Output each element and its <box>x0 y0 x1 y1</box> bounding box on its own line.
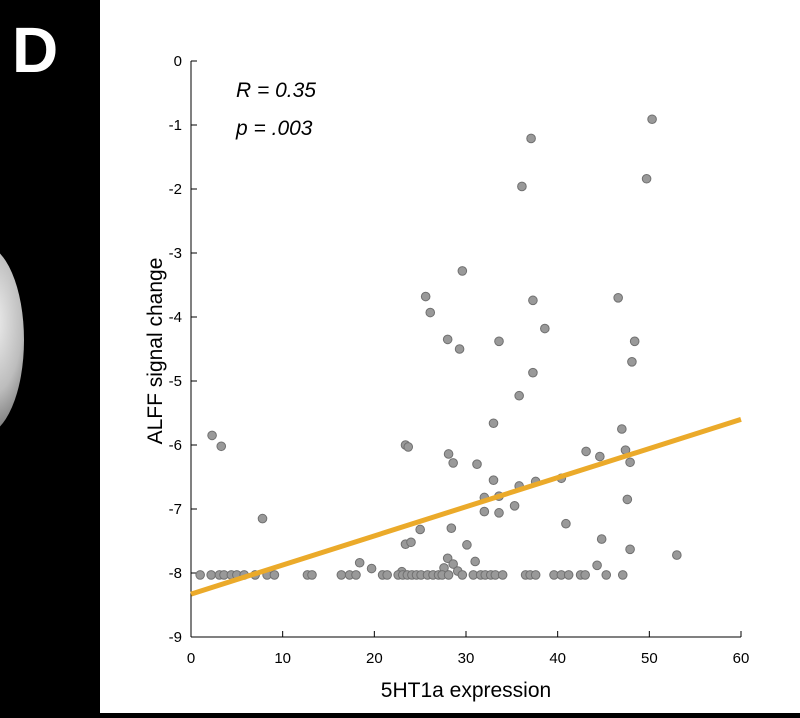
data-point <box>479 506 490 517</box>
data-point <box>622 494 633 505</box>
data-point <box>497 570 508 580</box>
data-point <box>457 266 468 276</box>
data-point <box>488 418 499 429</box>
x-tick-label: 40 <box>549 650 566 667</box>
data-point <box>561 518 571 529</box>
data-point <box>354 557 365 568</box>
x-tick-label: 60 <box>733 650 750 667</box>
y-tick-label: -3 <box>169 245 182 262</box>
data-point <box>540 323 550 334</box>
data-point <box>454 344 465 354</box>
data-point <box>336 570 347 580</box>
x-tick-label: 30 <box>458 650 475 667</box>
data-point <box>613 293 623 303</box>
data-point <box>514 390 524 401</box>
y-axis-label: ALFF signal change <box>144 258 167 445</box>
data-point <box>488 475 499 486</box>
x-axis-label: 5HT1a expression <box>381 679 551 702</box>
annotation-p: p = .003 <box>235 117 313 140</box>
data-point <box>446 523 457 534</box>
regression-line <box>190 417 742 597</box>
y-tick-label: -5 <box>169 373 182 390</box>
data-point <box>195 570 205 580</box>
data-point <box>406 537 416 548</box>
scatter-chart: 0 -1 -2 -3 -4 -5 -6 -7 -8 -9 0 10 20 30 40 50 60 R = 0.… <box>144 53 750 702</box>
data-point <box>627 357 637 367</box>
x-tick-label: 0 <box>187 650 195 667</box>
panel-label: D <box>12 14 59 86</box>
data-point <box>528 367 538 378</box>
data-point <box>216 441 227 452</box>
data-point <box>528 295 538 306</box>
data-point <box>382 570 392 580</box>
y-tick-label: -9 <box>169 629 182 646</box>
data-point <box>617 424 627 434</box>
y-tick-label: 0 <box>174 53 182 70</box>
x-ticks: 0 10 20 30 40 50 60 <box>187 631 750 667</box>
data-point <box>307 570 317 580</box>
data-point <box>672 550 682 560</box>
data-point <box>351 570 361 580</box>
data-point <box>403 442 414 452</box>
y-tick-label: -2 <box>169 181 182 198</box>
annotation-r: R = 0.35 <box>236 79 316 102</box>
y-ticks: 0 -1 -2 -3 -4 -5 -6 -7 -8 -9 <box>169 53 197 646</box>
data-points <box>195 114 682 580</box>
data-point <box>257 513 268 524</box>
data-point <box>448 458 458 468</box>
data-point <box>415 524 425 535</box>
brain-image-fragment <box>0 245 24 435</box>
data-point <box>509 501 520 511</box>
data-point <box>563 570 574 580</box>
y-tick-label: -6 <box>169 437 182 454</box>
data-point <box>596 534 607 544</box>
data-point <box>442 553 453 564</box>
data-point <box>207 430 217 441</box>
data-point <box>581 446 591 457</box>
data-point <box>625 457 635 468</box>
data-point <box>457 570 468 580</box>
left-panel: D <box>0 0 100 713</box>
data-point <box>443 449 454 459</box>
x-tick-label: 10 <box>274 650 291 667</box>
data-point <box>269 570 280 580</box>
data-point <box>494 336 504 347</box>
plot-panel: 0 -1 -2 -3 -4 -5 -6 -7 -8 -9 0 10 20 30 40 50 60 R = 0.… <box>100 0 800 713</box>
axes <box>190 61 741 638</box>
data-point <box>647 114 657 125</box>
data-point <box>462 540 472 550</box>
data-point <box>443 570 454 580</box>
y-tick-label: -8 <box>169 565 182 582</box>
data-point <box>601 570 612 580</box>
data-point <box>530 570 541 580</box>
data-point <box>526 133 536 144</box>
data-point <box>580 570 590 580</box>
x-tick-label: 50 <box>641 650 658 667</box>
data-point <box>595 451 605 462</box>
data-point <box>442 334 453 345</box>
x-tick-label: 20 <box>366 650 383 667</box>
data-point <box>470 556 480 567</box>
y-tick-label: -7 <box>169 501 182 518</box>
data-point <box>425 307 436 318</box>
data-point <box>494 508 504 518</box>
data-point <box>629 336 640 347</box>
y-tick-label: -4 <box>169 309 182 326</box>
y-tick-label: -1 <box>169 117 182 134</box>
data-point <box>420 291 431 302</box>
data-point <box>625 544 635 555</box>
data-point <box>206 570 216 580</box>
data-point <box>448 559 458 569</box>
data-point <box>472 459 482 470</box>
data-point <box>641 173 652 184</box>
data-point <box>366 563 377 574</box>
data-point <box>617 570 628 580</box>
data-point <box>517 181 527 192</box>
data-point <box>592 560 602 571</box>
